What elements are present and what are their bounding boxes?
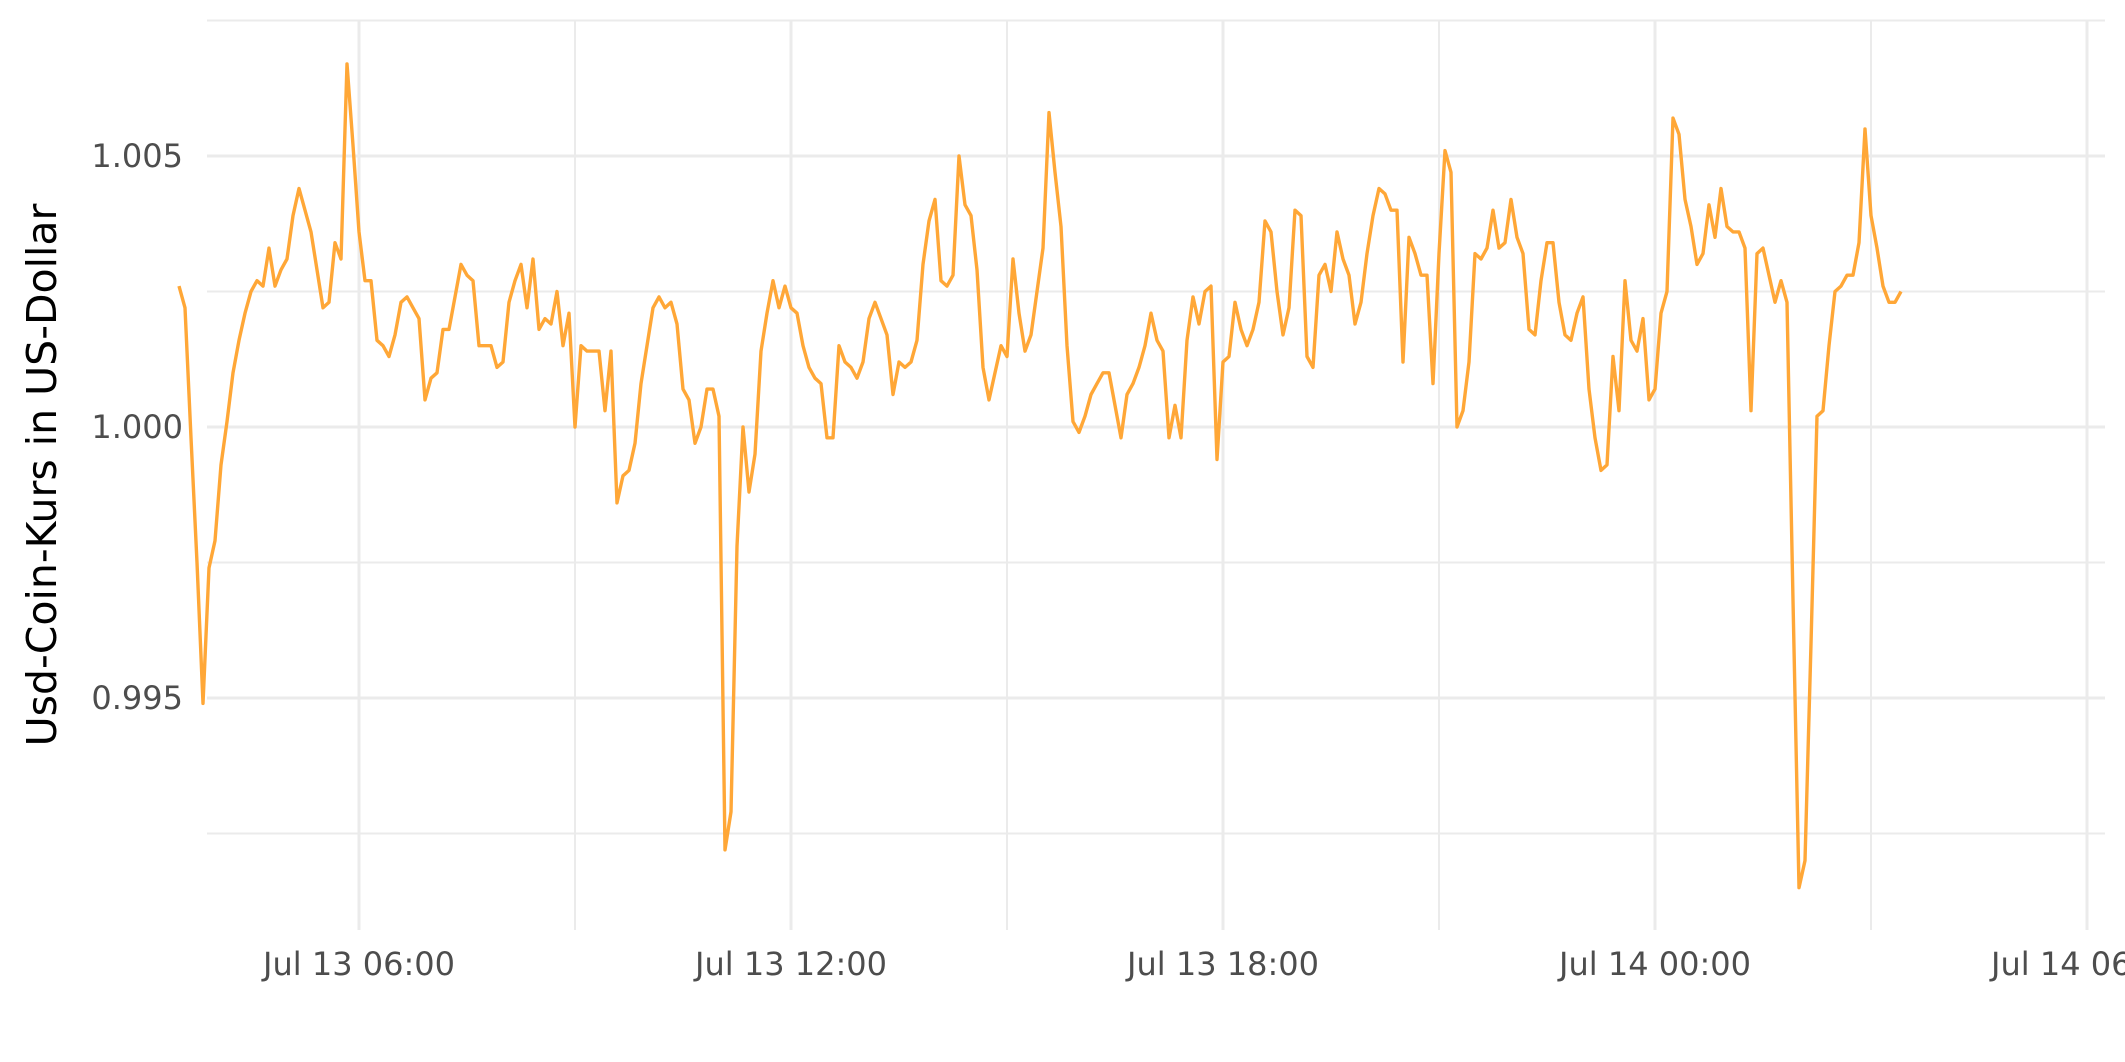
price-series-line (177, 62, 1903, 890)
x-tick-label: Jul 14 06:00 (1989, 945, 2125, 983)
x-tick-label: Jul 14 00:00 (1557, 945, 1751, 983)
y-tick-label: 0.995 (91, 679, 183, 717)
y-axis-tick-labels: 0.995 1.000 1.005 (91, 137, 183, 717)
x-tick-label: Jul 13 12:00 (693, 945, 887, 983)
x-tick-label: Jul 13 06:00 (261, 945, 455, 983)
x-axis-tick-labels: Jul 13 06:00 Jul 13 12:00 Jul 13 18:00 Jul … (261, 945, 2125, 983)
y-tick-label: 1.005 (91, 137, 183, 175)
series-layer (177, 62, 1903, 890)
x-tick-label: Jul 13 18:00 (1125, 945, 1319, 983)
y-axis-title: Usd-Coin-Kurs in US-Dollar (18, 203, 66, 746)
y-tick-label: 1.000 (91, 408, 183, 446)
